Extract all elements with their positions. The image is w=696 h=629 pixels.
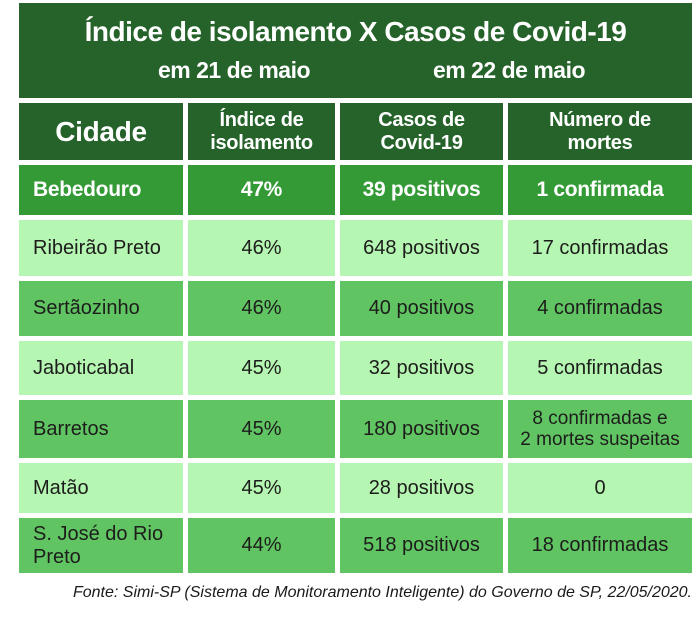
column-header-numero-mortes: Número de mortes xyxy=(508,103,692,160)
data-table: Cidade Índice de isolamento Casos de Cov… xyxy=(19,103,692,573)
cases-cell-barretos: 180 positivos xyxy=(340,400,503,458)
subtitle-date-right: em 22 de maio xyxy=(432,57,586,83)
column-header-cidade: Cidade xyxy=(19,103,183,160)
isolation-cell-barretos: 45% xyxy=(188,400,335,458)
city-cell-matao: Matão xyxy=(19,463,183,513)
city-cell-jaboticabal: Jaboticabal xyxy=(19,341,183,395)
page-title: Índice de isolamento X Casos de Covid-19 xyxy=(84,16,627,47)
cases-cell-s-jose-do-rio-preto: 518 positivos xyxy=(340,518,503,573)
isolation-cell-matao: 45% xyxy=(188,463,335,513)
cases-cell-jaboticabal: 32 positivos xyxy=(340,341,503,395)
deaths-cell-matao: 0 xyxy=(508,463,692,513)
deaths-cell-bebedouro: 1 confirmada xyxy=(508,165,692,215)
isolation-cell-bebedouro: 47% xyxy=(188,165,335,215)
deaths-cell-s-jose-do-rio-preto: 18 confirmadas xyxy=(508,518,692,573)
cases-cell-matao: 28 positivos xyxy=(340,463,503,513)
subtitle-date-left: em 21 de maio xyxy=(157,57,311,83)
source-attribution: Fonte: Simi-SP (Sistema de Monitoramento… xyxy=(72,584,692,601)
column-header-casos-covid: Casos de Covid-19 xyxy=(340,103,503,160)
deaths-cell-jaboticabal: 5 confirmadas xyxy=(508,341,692,395)
deaths-cell-sertaozinho: 4 confirmadas xyxy=(508,281,692,336)
city-cell-s-jose-do-rio-preto: S. José do Rio Preto xyxy=(19,518,183,573)
city-cell-bebedouro: Bebedouro xyxy=(19,165,183,215)
cases-cell-ribeirao-preto: 648 positivos xyxy=(340,220,503,276)
cases-cell-sertaozinho: 40 positivos xyxy=(340,281,503,336)
isolation-cell-sertaozinho: 46% xyxy=(188,281,335,336)
isolation-cell-s-jose-do-rio-preto: 44% xyxy=(188,518,335,573)
isolation-cell-ribeirao-preto: 46% xyxy=(188,220,335,276)
title-banner: Índice de isolamento X Casos de Covid-19… xyxy=(19,3,692,98)
city-cell-ribeirao-preto: Ribeirão Preto xyxy=(19,220,183,276)
isolation-cell-jaboticabal: 45% xyxy=(188,341,335,395)
deaths-cell-barretos: 8 confirmadas e 2 mortes suspeitas xyxy=(508,400,692,458)
cases-cell-bebedouro: 39 positivos xyxy=(340,165,503,215)
column-header-indice-isolamento: Índice de isolamento xyxy=(188,103,335,160)
city-cell-barretos: Barretos xyxy=(19,400,183,458)
deaths-cell-ribeirao-preto: 17 confirmadas xyxy=(508,220,692,276)
city-cell-sertaozinho: Sertãozinho xyxy=(19,281,183,336)
